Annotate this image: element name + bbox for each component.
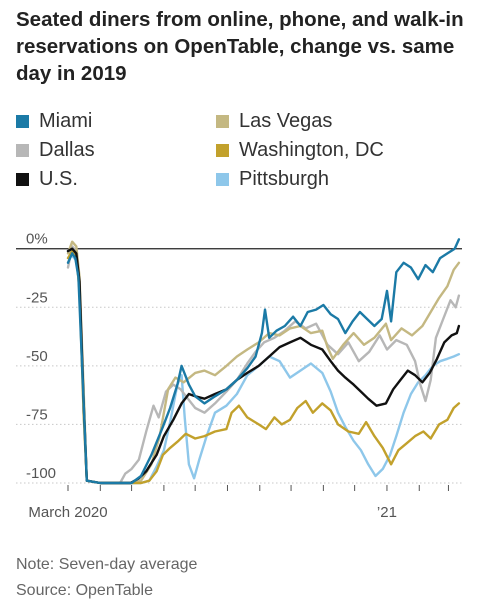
legend-swatch-las-vegas bbox=[216, 114, 229, 128]
y-tick-label-2: -50 bbox=[26, 348, 48, 365]
legend-label-washington-dc: Washington, DC bbox=[239, 138, 384, 161]
legend-swatch-us bbox=[16, 172, 29, 186]
legend-item-miami: Miami bbox=[16, 108, 92, 134]
chart-source: Source: OpenTable bbox=[16, 582, 153, 599]
series-line-washington-dc bbox=[66, 249, 461, 485]
legend-swatch-dallas bbox=[16, 143, 29, 157]
y-tick-label-0: 0% bbox=[26, 231, 48, 248]
legend-label-dallas: Dallas bbox=[39, 138, 95, 161]
legend-swatch-pittsburgh bbox=[216, 172, 229, 186]
chart-title: Seated diners from online, phone, and wa… bbox=[16, 8, 464, 85]
legend-item-washington-dc: Washington, DC bbox=[216, 137, 384, 163]
legend-item-las-vegas: Las Vegas bbox=[216, 108, 332, 134]
legend-label-pittsburgh: Pittsburgh bbox=[239, 167, 330, 190]
x-tick-label-1: ’21 bbox=[377, 504, 397, 521]
legend-swatch-miami bbox=[16, 114, 29, 128]
y-tick-label-3: -75 bbox=[26, 406, 48, 423]
legend-label-miami: Miami bbox=[39, 109, 93, 132]
legend-item-dallas: Dallas bbox=[16, 137, 95, 163]
legend-swatch-washington-dc bbox=[216, 143, 229, 157]
legend-label-las-vegas: Las Vegas bbox=[239, 109, 333, 132]
x-tick-label-0: March 2020 bbox=[28, 504, 107, 521]
line-chart: 0% -25 -50 -75 -100 March 2020 ’21 bbox=[16, 231, 462, 521]
series-line-miami bbox=[66, 238, 461, 485]
legend-item-pittsburgh: Pittsburgh bbox=[216, 166, 329, 192]
chart-note: Note: Seven-day average bbox=[16, 556, 198, 573]
y-tick-label-1: -25 bbox=[26, 289, 48, 306]
y-tick-label-4: -100 bbox=[26, 465, 56, 482]
legend-label-us: U.S. bbox=[39, 167, 78, 190]
series-line-dallas bbox=[66, 245, 461, 485]
legend-item-us: U.S. bbox=[16, 166, 78, 192]
